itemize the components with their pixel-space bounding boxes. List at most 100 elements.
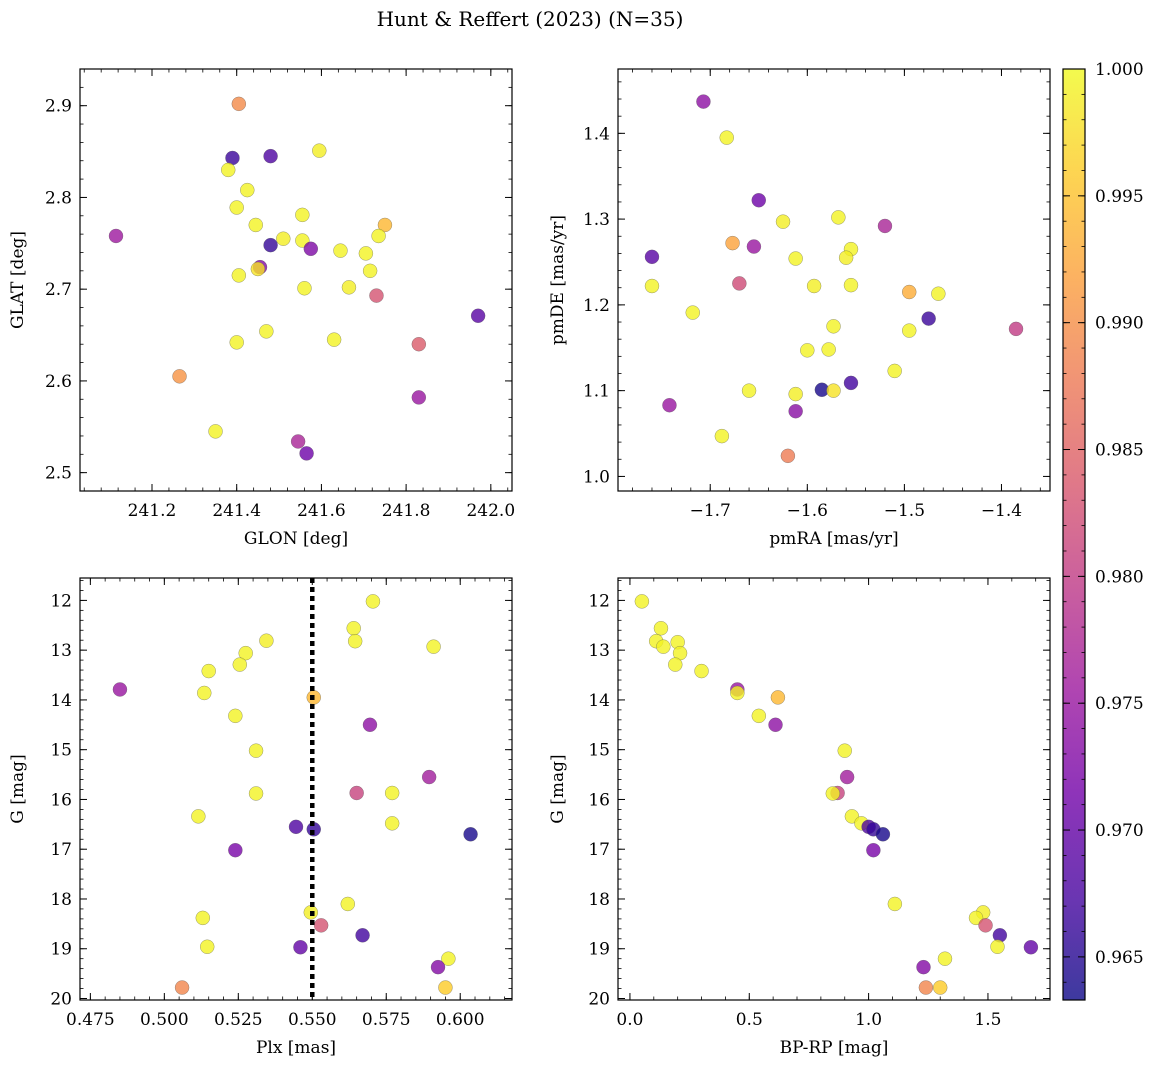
colorbar: 0.965 0.970 0.975 0.980 0.985 0.990 0.995 1.000 (1062, 60, 1144, 1001)
scatter-point (430, 959, 446, 975)
x-tick-label: 0.600 (436, 1010, 485, 1030)
y-tick-label: 1.0 (583, 467, 610, 487)
y-tick-label: 18 (50, 890, 72, 910)
scatter-point (313, 918, 329, 933)
scatter-point (656, 639, 671, 654)
scatter-point (250, 261, 266, 277)
scatter-point (788, 251, 803, 266)
scatter-point (299, 446, 314, 461)
panel-2: −1.7 −1.6 −1.5 −1.4 1.0 1.1 1.2 1.3 1.4 pmRA [mas… (548, 68, 1051, 549)
scatter-point (780, 448, 796, 464)
y-tick-label: 15 (50, 741, 72, 761)
scatter-point (918, 980, 934, 995)
scatter-point (371, 228, 386, 244)
y-tick-label: 12 (588, 591, 610, 611)
scatter-points (644, 94, 1024, 464)
scatter-point (384, 816, 400, 831)
scatter-point (238, 645, 253, 661)
y-axis-label: pmDE [mas/yr] (548, 215, 568, 345)
scatter-point (197, 685, 212, 701)
scatter-point (346, 621, 361, 636)
scatter-point (746, 239, 762, 254)
x-tick-label: 0.525 (214, 1010, 263, 1030)
scatter-point (229, 335, 244, 350)
scatter-point (232, 657, 248, 672)
y-tick-label: 17 (588, 840, 610, 860)
panel-4: 0.0 0.5 1.0 1.5 12 13 14 15 16 17 18 19 20 BP-RP [mag… (548, 577, 1051, 1058)
colorbar-tick-label: 0.990 (1095, 314, 1144, 334)
scatter-point (231, 268, 247, 283)
scatter-point (229, 200, 244, 215)
scatter-point (800, 343, 815, 358)
scatter-point (839, 769, 855, 785)
scatter-point (751, 192, 767, 208)
axes-frame (79, 577, 513, 1001)
scatter-point (438, 980, 453, 995)
scatter-point (644, 249, 660, 265)
scatter-point (838, 250, 854, 265)
scatter-point (668, 657, 683, 672)
scatter-point (349, 785, 364, 801)
scatter-point (788, 386, 803, 402)
scatter-point (340, 896, 356, 912)
scatter-point (228, 842, 243, 858)
scatter-point (248, 217, 264, 233)
scatter-point (312, 143, 327, 158)
y-tick-label: 1.2 (583, 296, 610, 316)
scatter-point (195, 910, 211, 926)
axes-frame (617, 577, 1051, 1001)
scatter-points (108, 96, 486, 461)
figure-title: Hunt & Reffert (2023) (N=35) (377, 7, 684, 31)
scatter-point (990, 939, 1005, 955)
scatter-point (937, 951, 953, 966)
scatter-point (821, 342, 836, 357)
x-axis-label: pmRA [mas/yr] (769, 529, 898, 549)
y-tick-label: 20 (50, 990, 72, 1010)
scatter-point (441, 951, 456, 966)
scatter-point (825, 786, 841, 801)
scatter-point (470, 308, 486, 324)
panel-1: 241.2 241.4 241.6 241.8 242.0 2.5 2.6 2.7 2.8 2.9… (8, 68, 515, 549)
scatter-point (263, 237, 278, 253)
scatter-point (199, 939, 215, 955)
panels: 241.2 241.4 241.6 241.8 242.0 2.5 2.6 2.7 2.8 2.9… (8, 68, 1051, 1058)
y-tick-label: 16 (50, 790, 72, 810)
y-tick-label: 19 (588, 940, 610, 960)
scatter-point (831, 210, 846, 225)
scatter-point (806, 278, 822, 294)
x-tick-label: 0.500 (140, 1010, 189, 1030)
scatter-point (201, 663, 216, 679)
y-axis-label: G [mag] (548, 754, 568, 823)
x-tick-label: 1.0 (855, 1010, 882, 1030)
scatter-point (208, 424, 223, 439)
y-tick-label: 18 (588, 890, 610, 910)
colorbar-tick-label: 0.985 (1095, 441, 1144, 461)
scatter-point (293, 940, 308, 955)
scatter-point (362, 717, 378, 733)
scatter-point (751, 708, 767, 724)
scatter-point (248, 786, 264, 801)
scatter-point (775, 214, 791, 229)
x-tick-label: −1.6 (787, 501, 828, 521)
x-tick-label: 241.2 (128, 501, 177, 521)
scatter-point (634, 594, 650, 609)
scatter-point (921, 311, 936, 326)
x-tick-label: 0.5 (736, 1010, 763, 1030)
scatter-point (931, 286, 946, 301)
x-tick-label: 0.575 (362, 1010, 411, 1030)
scatter-point (877, 218, 893, 234)
y-tick-label: 15 (588, 741, 610, 761)
y-tick-label: 1.4 (583, 124, 610, 144)
scatter-points (112, 594, 478, 995)
scatter-point (421, 769, 437, 785)
x-tick-label: 241.8 (382, 501, 431, 521)
scatter-point (333, 243, 348, 258)
x-tick-label: 242.0 (466, 501, 515, 521)
scatter-point (347, 633, 363, 649)
scatter-point (875, 827, 891, 842)
scatter-point (172, 369, 187, 384)
scatter-point (288, 819, 304, 835)
scatter-point (770, 690, 786, 705)
scatter-point (644, 278, 660, 294)
